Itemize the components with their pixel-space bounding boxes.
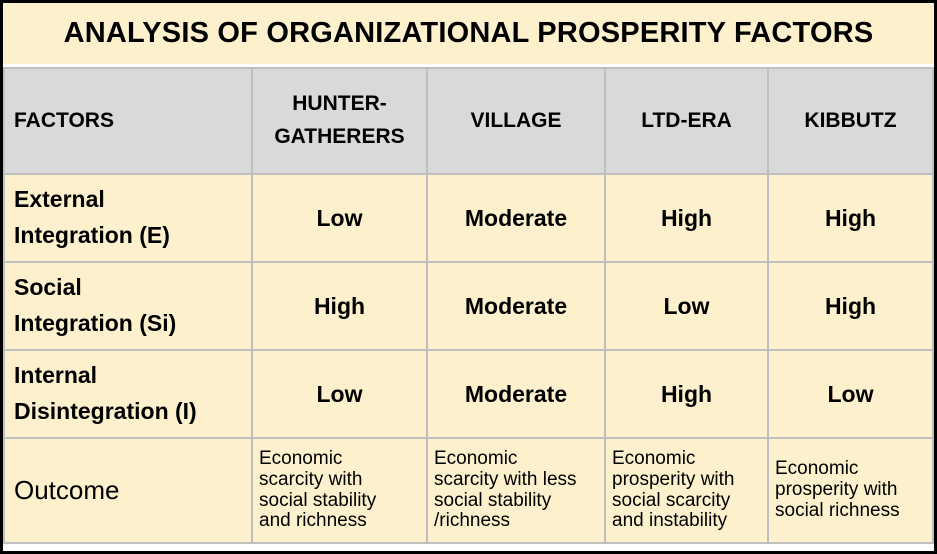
outcome-cell: Economic scarcity with social stability … — [251, 437, 428, 544]
outcome-cell: Economic scarcity with less social stabi… — [426, 437, 606, 544]
header-cell-ltd-era: LTD-ERA — [604, 67, 769, 175]
outcome-cell: Economic prosperity with social richness — [767, 437, 934, 544]
value-cell: Low — [604, 261, 769, 351]
value-cell: Low — [251, 349, 428, 439]
value-cell: High — [767, 173, 934, 263]
table-row-internal-disintegration: Internal Disintegration (I) Low Moderate… — [3, 349, 934, 439]
table-row-external-integration: External Integration (E) Low Moderate Hi… — [3, 173, 934, 263]
value-cell: Low — [251, 173, 428, 263]
title-band: ANALYSIS OF ORGANIZATIONAL PROSPERITY FA… — [3, 3, 934, 64]
header-cell-kibbutz: KIBBUTZ — [767, 67, 934, 175]
table-header-row: FACTORS HUNTER- GATHERERS VILLAGE LTD-ER… — [3, 67, 934, 175]
table-row-outcome: Outcome Economic scarcity with social st… — [3, 437, 934, 544]
factor-label: Social Integration (Si) — [3, 261, 253, 351]
factor-label: Outcome — [3, 437, 253, 544]
outcome-cell: Economic prosperity with social scarcity… — [604, 437, 769, 544]
value-cell: High — [604, 349, 769, 439]
value-cell: Moderate — [426, 173, 606, 263]
header-cell-factors: FACTORS — [3, 67, 253, 175]
factor-label: Internal Disintegration (I) — [3, 349, 253, 439]
header-cell-village: VILLAGE — [426, 67, 606, 175]
value-cell: High — [251, 261, 428, 351]
table-row-social-integration: Social Integration (Si) High Moderate Lo… — [3, 261, 934, 351]
factor-label: External Integration (E) — [3, 173, 253, 263]
page-title: ANALYSIS OF ORGANIZATIONAL PROSPERITY FA… — [63, 17, 874, 49]
value-cell: Low — [767, 349, 934, 439]
header-cell-hunter-gatherers: HUNTER- GATHERERS — [251, 67, 428, 175]
value-cell: Moderate — [426, 261, 606, 351]
value-cell: High — [767, 261, 934, 351]
value-cell: Moderate — [426, 349, 606, 439]
value-cell: High — [604, 173, 769, 263]
prosperity-factors-table: FACTORS HUNTER- GATHERERS VILLAGE LTD-ER… — [3, 67, 934, 544]
